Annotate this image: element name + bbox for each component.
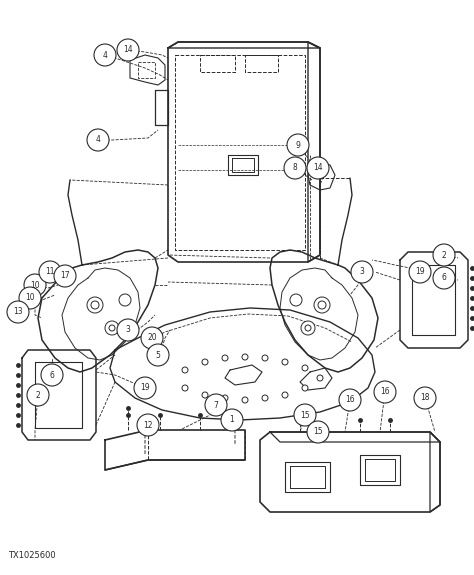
Circle shape xyxy=(39,261,61,283)
Circle shape xyxy=(94,44,116,66)
Text: 4: 4 xyxy=(102,51,108,59)
Text: 11: 11 xyxy=(45,267,55,277)
Circle shape xyxy=(24,274,46,296)
Circle shape xyxy=(27,384,49,406)
Text: 1: 1 xyxy=(229,416,234,424)
Text: 12: 12 xyxy=(143,420,153,430)
Circle shape xyxy=(117,39,139,61)
Circle shape xyxy=(91,301,99,309)
Circle shape xyxy=(222,395,228,401)
Text: 6: 6 xyxy=(442,274,447,282)
Circle shape xyxy=(109,325,115,331)
Text: 14: 14 xyxy=(313,163,323,172)
Circle shape xyxy=(317,375,323,381)
Circle shape xyxy=(305,325,311,331)
Circle shape xyxy=(242,397,248,403)
Text: 2: 2 xyxy=(36,390,40,400)
Circle shape xyxy=(7,301,29,323)
Circle shape xyxy=(433,244,455,266)
Circle shape xyxy=(262,395,268,401)
Circle shape xyxy=(19,287,41,309)
Text: 5: 5 xyxy=(155,351,160,359)
Circle shape xyxy=(147,344,169,366)
Circle shape xyxy=(284,157,306,179)
Circle shape xyxy=(205,394,227,416)
Circle shape xyxy=(202,392,208,398)
Circle shape xyxy=(374,381,396,403)
Circle shape xyxy=(282,392,288,398)
Text: 10: 10 xyxy=(30,281,40,289)
Text: 15: 15 xyxy=(313,427,323,436)
Text: 9: 9 xyxy=(296,140,301,150)
Text: 16: 16 xyxy=(345,396,355,404)
Circle shape xyxy=(202,359,208,365)
Text: 19: 19 xyxy=(415,267,425,277)
Text: 2: 2 xyxy=(442,251,447,259)
Circle shape xyxy=(134,377,156,399)
Text: 20: 20 xyxy=(147,334,157,343)
Circle shape xyxy=(287,134,309,156)
Circle shape xyxy=(314,297,330,313)
Text: 15: 15 xyxy=(300,411,310,420)
Circle shape xyxy=(54,265,76,287)
Circle shape xyxy=(302,385,308,391)
Circle shape xyxy=(137,414,159,436)
Circle shape xyxy=(339,389,361,411)
Circle shape xyxy=(182,367,188,373)
Circle shape xyxy=(41,364,63,386)
Circle shape xyxy=(222,355,228,361)
Circle shape xyxy=(318,301,326,309)
Circle shape xyxy=(282,359,288,365)
Circle shape xyxy=(262,355,268,361)
Circle shape xyxy=(307,421,329,443)
Text: 10: 10 xyxy=(25,293,35,302)
Circle shape xyxy=(87,297,103,313)
Circle shape xyxy=(141,327,163,349)
Circle shape xyxy=(87,129,109,151)
Text: 17: 17 xyxy=(60,271,70,281)
Circle shape xyxy=(307,157,329,179)
Text: 16: 16 xyxy=(380,388,390,397)
Text: 3: 3 xyxy=(360,267,365,277)
Circle shape xyxy=(182,385,188,391)
Circle shape xyxy=(301,321,315,335)
Circle shape xyxy=(221,409,243,431)
Text: 7: 7 xyxy=(214,401,219,409)
Circle shape xyxy=(119,294,131,306)
Text: 13: 13 xyxy=(13,308,23,316)
Text: 3: 3 xyxy=(126,325,130,335)
Circle shape xyxy=(414,387,436,409)
Text: 8: 8 xyxy=(292,163,297,172)
Circle shape xyxy=(433,267,455,289)
Text: 14: 14 xyxy=(123,45,133,55)
Circle shape xyxy=(242,354,248,360)
Text: 18: 18 xyxy=(420,393,430,402)
Text: 6: 6 xyxy=(50,370,55,380)
Text: 19: 19 xyxy=(140,384,150,393)
Text: 4: 4 xyxy=(96,136,100,144)
Circle shape xyxy=(409,261,431,283)
Circle shape xyxy=(117,319,139,341)
Circle shape xyxy=(302,365,308,371)
Circle shape xyxy=(351,261,373,283)
Circle shape xyxy=(290,294,302,306)
Circle shape xyxy=(105,321,119,335)
Text: TX1025600: TX1025600 xyxy=(8,551,55,560)
Circle shape xyxy=(294,404,316,426)
